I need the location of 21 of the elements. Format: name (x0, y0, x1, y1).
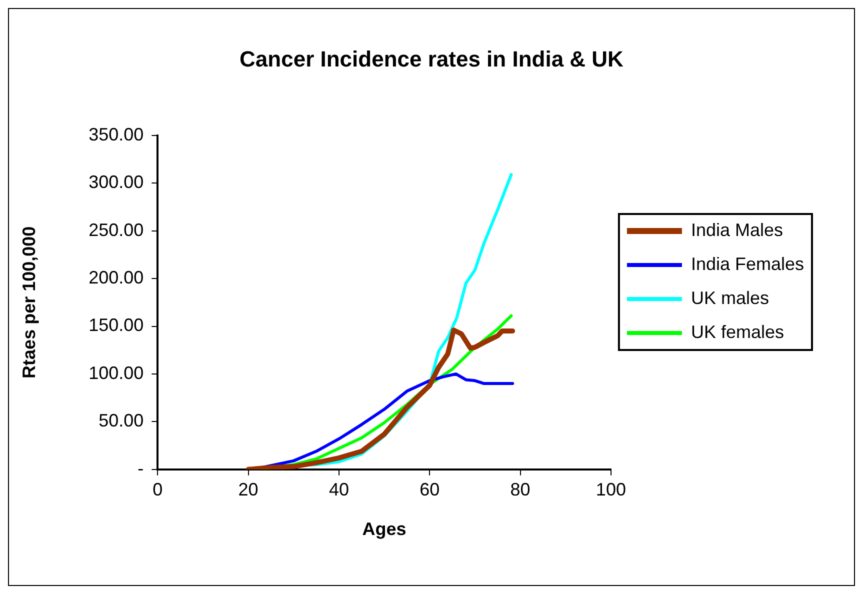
x-tick-label: 40 (328, 479, 349, 500)
x-tick-label: 60 (420, 479, 440, 500)
legend-label: UK males (690, 288, 769, 308)
y-tick-label: 350.00 (88, 124, 144, 144)
legend-label: UK females (690, 322, 784, 342)
y-tick-label: 250.00 (88, 220, 144, 240)
legend-label: India Males (690, 220, 784, 240)
y-tick-label: 200.00 (88, 268, 144, 288)
y-tick-label: 100.00 (88, 362, 144, 383)
x-tick-label: 80 (510, 479, 530, 500)
chart-title: Cancer Incidence rates in India & UK (240, 46, 624, 72)
y-tick-label: 300.00 (88, 172, 144, 192)
x-tick-label: 0 (152, 479, 163, 500)
y-tick-label: - (138, 458, 144, 478)
legend-label: India Females (690, 254, 804, 274)
x-axis-title: Ages (362, 519, 406, 540)
x-tick-label: 20 (238, 479, 258, 500)
y-tick-label: 150.00 (88, 315, 144, 336)
x-tick-label: 100 (596, 479, 626, 500)
y-axis-title: Rtaes per 100,000 (18, 226, 39, 378)
y-tick-label: 50.00 (98, 410, 144, 431)
